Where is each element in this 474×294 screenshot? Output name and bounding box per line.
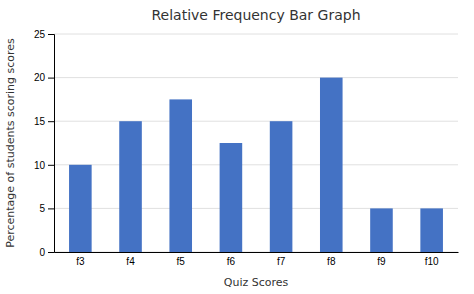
tick: f5 (177, 256, 186, 267)
tick-label: f10 (425, 256, 439, 267)
tick-label: 0 (39, 247, 45, 258)
tick-mark (48, 165, 54, 166)
tick: 15 (34, 116, 54, 127)
tick-mark (48, 208, 54, 209)
tick-mark (48, 121, 54, 122)
tick-label: 20 (34, 72, 46, 83)
tick-label: f7 (277, 256, 286, 267)
x-axis: f3 f4 f5 f6 f7 f8 f9 f10 (55, 253, 459, 268)
tick-label: 25 (34, 29, 46, 40)
tick-label: f5 (177, 256, 186, 267)
y-axis: 0 5 10 15 20 25 (34, 29, 55, 258)
bar (270, 121, 293, 252)
tick-label: 10 (34, 160, 46, 171)
tick: 25 (34, 29, 54, 40)
grid-line (54, 121, 458, 122)
bar (420, 208, 443, 252)
tick-label: f4 (126, 256, 135, 267)
tick: f3 (76, 256, 85, 267)
grid-line (54, 252, 458, 253)
tick-mark (48, 34, 54, 35)
grid-line (54, 164, 458, 165)
tick: f8 (327, 256, 336, 267)
tick: f10 (425, 256, 439, 267)
tick: 0 (39, 247, 54, 258)
tick-label: f8 (327, 256, 336, 267)
tick-label: f3 (76, 256, 85, 267)
tick: 5 (39, 203, 54, 214)
bar (119, 121, 142, 252)
tick-label: 5 (39, 203, 45, 214)
tick: 10 (34, 160, 54, 171)
plot: 0 5 10 15 20 25 f3 f4 f5 f6 f7 f8 f9 f10 (34, 29, 459, 267)
axis-line (55, 252, 459, 253)
grid-line (54, 34, 458, 35)
title: Relative Frequency Bar Graph (151, 7, 360, 23)
grid-line (54, 77, 458, 78)
tick-label: 15 (34, 116, 46, 127)
tick: f7 (277, 256, 286, 267)
tick-label: f6 (227, 256, 236, 267)
tick: f4 (126, 256, 135, 267)
x-axis-title: Quiz Scores (224, 276, 289, 289)
grid-line (54, 208, 458, 209)
tick: f6 (227, 256, 236, 267)
y-axis-title: Percentage of students scoring scores (4, 38, 17, 248)
tick-label: f9 (377, 256, 386, 267)
bar (169, 99, 192, 252)
tick: f9 (377, 256, 386, 267)
bar (370, 208, 393, 252)
chart: 0 5 10 15 20 25 f3 f4 f5 f6 f7 f8 f9 f10 Relative Freq… (0, 0, 474, 294)
bar (320, 78, 343, 252)
axis-line (48, 35, 55, 253)
tick-mark (48, 78, 54, 79)
bars (69, 78, 443, 252)
tick: 20 (34, 72, 54, 83)
grid (54, 34, 458, 252)
bar (69, 165, 92, 252)
tick-mark (48, 252, 54, 253)
bar (220, 143, 243, 252)
